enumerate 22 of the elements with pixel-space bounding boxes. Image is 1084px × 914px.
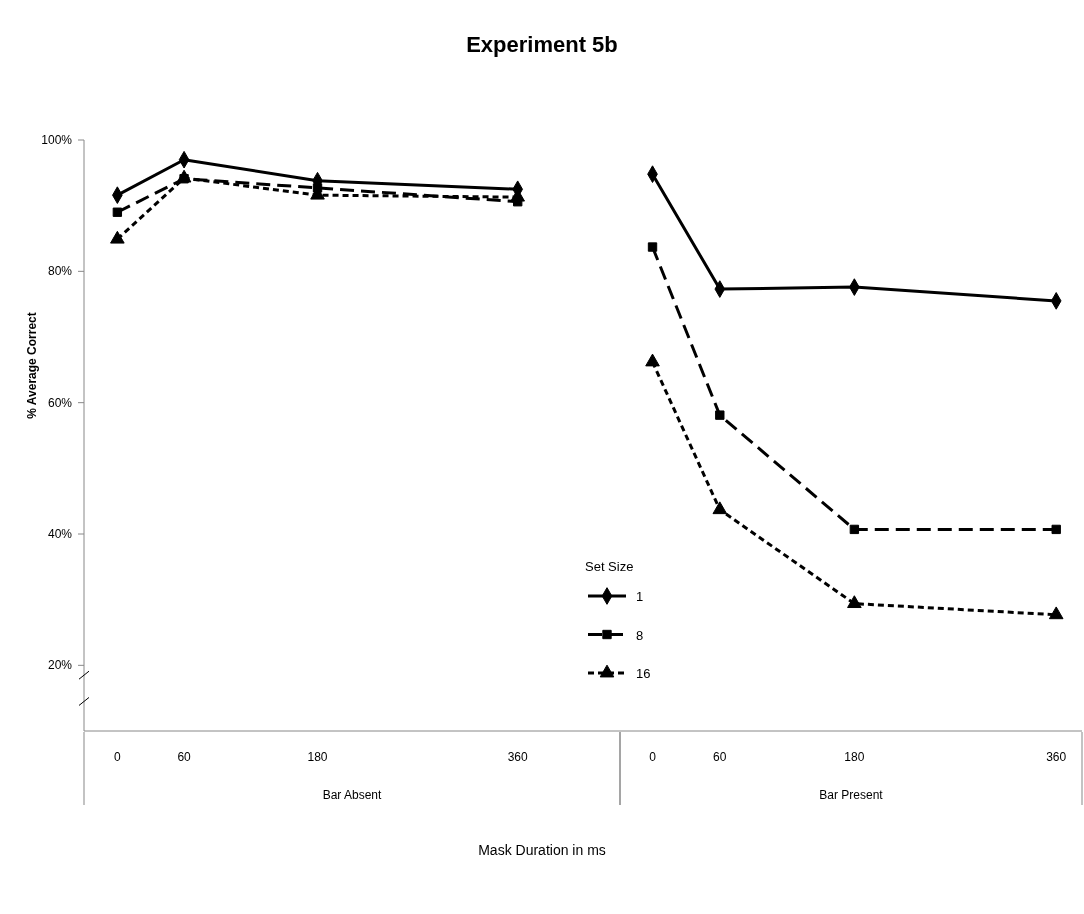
legend-label: 8 xyxy=(636,627,644,643)
x-axis-title: Bar Present xyxy=(819,788,884,802)
legend-title: Set Size xyxy=(585,559,634,574)
x-tick-label: 180 xyxy=(844,750,865,764)
legend-label: 16 xyxy=(636,666,651,681)
legend-label: 1 xyxy=(636,589,644,604)
y-tick-label: 60% xyxy=(47,395,73,410)
chart-title: Experiment 5b xyxy=(466,32,618,57)
y-tick-label: 80% xyxy=(47,264,73,279)
x-tick-label: 0 xyxy=(114,750,122,764)
x-tick-label: 60 xyxy=(177,750,192,764)
y-tick-label: 100% xyxy=(41,133,73,147)
y-axis-title: % Average Correct xyxy=(25,312,39,419)
x-tick-label: 60 xyxy=(713,750,727,764)
y-tick-label: 40% xyxy=(47,527,73,541)
x-axis-title: Bar Absent xyxy=(322,788,383,802)
y-tick-label: 20% xyxy=(47,658,73,673)
x-tick-label: 0 xyxy=(649,750,657,764)
text: Mask Duration in ms xyxy=(478,842,606,858)
x-tick-label: 180 xyxy=(307,750,328,764)
x-tick-label: 360 xyxy=(1046,750,1067,764)
x-tick-label: 360 xyxy=(507,750,529,764)
